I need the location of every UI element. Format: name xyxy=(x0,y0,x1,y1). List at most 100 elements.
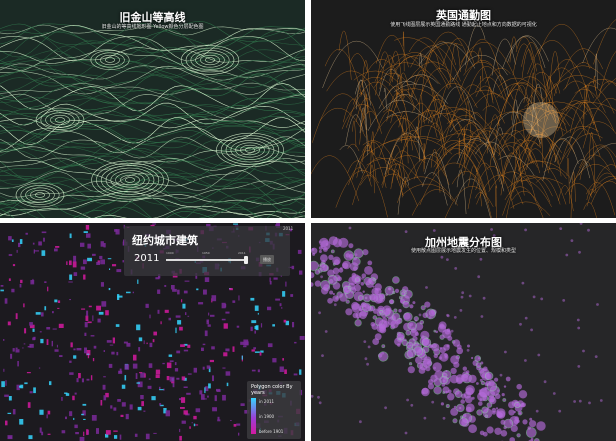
building-footprint xyxy=(157,309,160,314)
building-footprint xyxy=(163,388,165,391)
quake-point xyxy=(529,420,537,428)
building-footprint xyxy=(87,257,92,262)
flow-arc xyxy=(590,181,616,204)
building-footprint xyxy=(54,299,58,303)
contour-ring xyxy=(91,160,169,200)
flow-arc xyxy=(348,167,366,186)
flow-arc xyxy=(485,67,511,84)
building-footprint xyxy=(28,435,33,440)
building-footprint xyxy=(105,433,109,438)
building-footprint xyxy=(159,386,161,390)
building-footprint xyxy=(206,365,211,369)
quake-point xyxy=(524,316,528,320)
building-footprint xyxy=(87,353,90,359)
building-footprint xyxy=(284,369,287,374)
panel-subtitle: 旧金山的等高线地形图 Yellow颜色分层配色图 xyxy=(101,24,204,30)
building-footprint xyxy=(187,344,191,348)
contour-line xyxy=(0,196,292,218)
contour-line xyxy=(0,138,305,152)
building-footprint xyxy=(113,407,117,411)
quake-point xyxy=(433,353,438,359)
flow-arc xyxy=(593,19,616,65)
quake-point xyxy=(311,260,319,271)
building-footprint xyxy=(41,431,44,436)
contour-line xyxy=(0,105,305,118)
flow-arc xyxy=(451,171,490,204)
flow-arc xyxy=(398,137,453,155)
building-footprint xyxy=(116,269,122,273)
building-footprint xyxy=(108,288,111,291)
quake-point xyxy=(354,284,361,292)
building-footprint xyxy=(132,291,134,294)
flow-arc xyxy=(458,141,491,190)
building-footprint xyxy=(81,413,84,416)
building-footprint xyxy=(3,368,5,372)
quake-point xyxy=(442,329,452,339)
building-footprint xyxy=(254,330,256,334)
building-footprint xyxy=(51,340,53,347)
flow-arc xyxy=(544,139,575,161)
quake-point xyxy=(343,250,354,261)
building-footprint xyxy=(159,404,164,407)
play-button[interactable]: 播放 xyxy=(260,255,274,264)
legend-label: in 1900 xyxy=(259,414,275,419)
quake-point xyxy=(536,421,546,431)
building-footprint xyxy=(238,432,240,436)
building-footprint xyxy=(269,277,271,282)
flow-arc xyxy=(459,60,493,91)
building-footprint xyxy=(152,223,157,225)
building-footprint xyxy=(139,372,143,374)
quake-point xyxy=(599,399,603,402)
building-footprint xyxy=(69,274,73,280)
flow-arc xyxy=(530,87,550,102)
quake-point xyxy=(520,403,525,408)
building-footprint xyxy=(65,416,67,420)
flow-arc xyxy=(401,110,460,140)
quake-point xyxy=(367,260,373,266)
building-footprint xyxy=(1,381,5,388)
quake-point xyxy=(486,426,494,434)
building-footprint xyxy=(46,339,49,345)
contour-ring xyxy=(230,140,270,160)
flow-arc xyxy=(495,185,497,218)
year-slider[interactable] xyxy=(166,256,249,264)
contour-line xyxy=(94,214,283,218)
building-footprint xyxy=(137,381,143,388)
flow-arc xyxy=(520,112,574,148)
quake-point xyxy=(363,340,367,343)
building-footprint xyxy=(166,376,170,381)
building-footprint xyxy=(225,371,231,376)
quake-point xyxy=(500,430,508,437)
building-footprint xyxy=(100,241,104,247)
building-footprint xyxy=(181,420,186,424)
flow-arc xyxy=(435,129,481,163)
flow-arc xyxy=(422,31,470,74)
flow-arc xyxy=(502,175,551,216)
building-footprint xyxy=(250,326,253,332)
building-footprint xyxy=(183,410,188,415)
quake-point xyxy=(354,319,362,327)
flow-arc xyxy=(512,99,519,125)
quake-point xyxy=(424,301,431,308)
quake-point xyxy=(562,299,566,302)
building-footprint xyxy=(19,419,24,425)
building-footprint xyxy=(38,367,41,369)
flow-arc xyxy=(388,155,426,165)
building-footprint xyxy=(40,338,44,344)
flow-arc xyxy=(443,152,488,196)
quake-point xyxy=(327,275,338,285)
contour-line xyxy=(0,94,305,122)
building-footprint xyxy=(186,392,191,395)
slider-handle[interactable] xyxy=(244,256,249,264)
sf-contour-panel: 旧金山等高线 旧金山的等高线地形图 Yellow颜色分层配色图 xyxy=(0,0,305,218)
building-footprint xyxy=(292,322,295,328)
flow-arc xyxy=(351,150,387,188)
quake-point xyxy=(403,312,413,322)
flow-arc xyxy=(444,186,494,218)
building-footprint xyxy=(103,395,107,401)
flow-arc xyxy=(516,160,567,205)
legend-label: before 1901 xyxy=(259,429,284,434)
building-footprint xyxy=(72,261,77,268)
flow-arc xyxy=(509,36,517,63)
flow-arc xyxy=(549,51,561,90)
